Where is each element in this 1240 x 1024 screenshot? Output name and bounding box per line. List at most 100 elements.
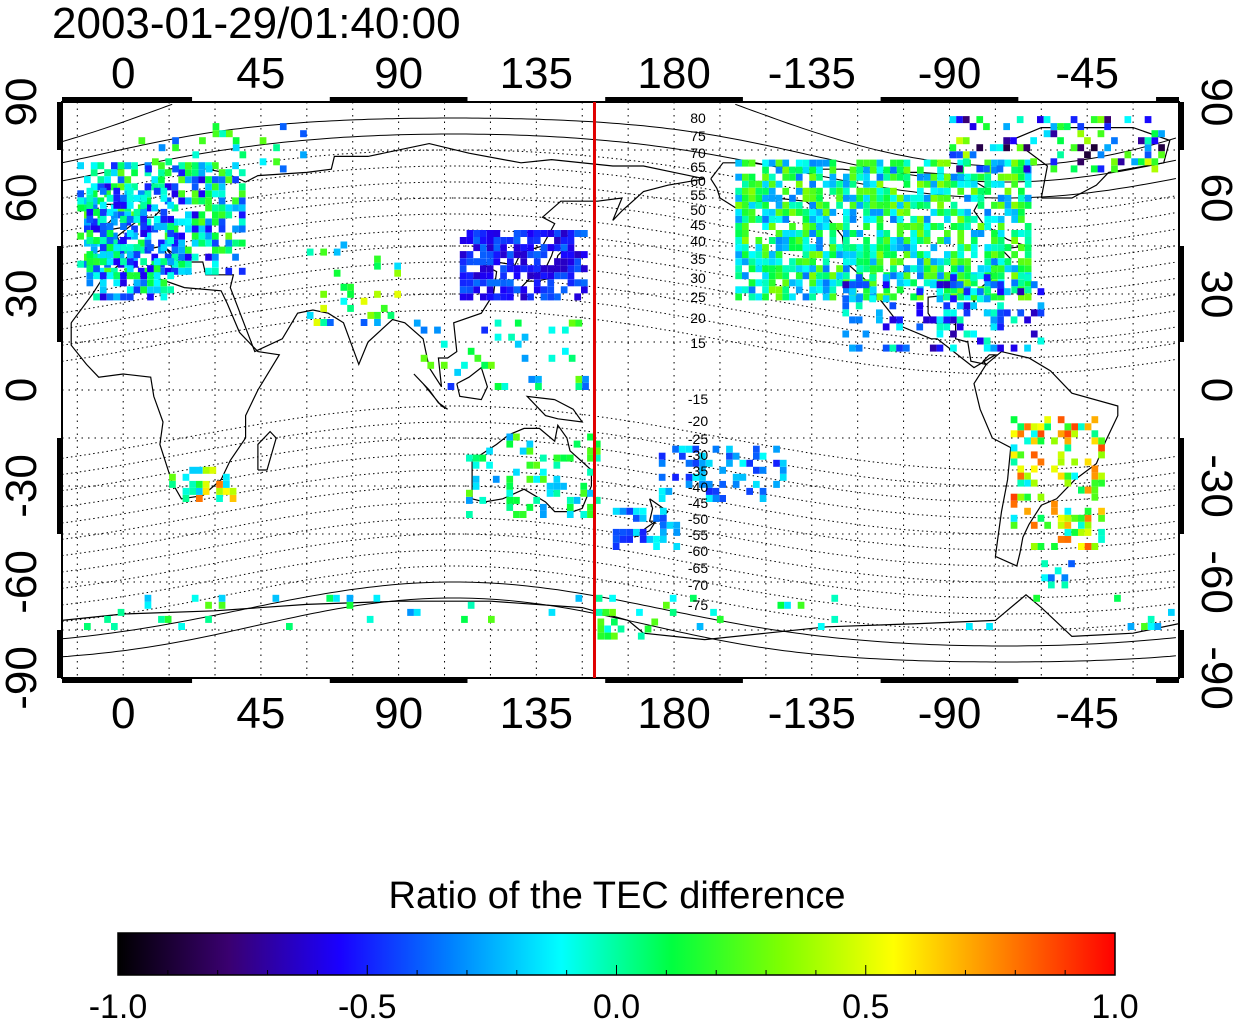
- tec-pixel: [520, 230, 528, 237]
- tec-pixel: [849, 281, 856, 289]
- lon-tick-label: -45: [1055, 49, 1119, 98]
- bottom-frame-bar: [329, 678, 468, 683]
- tec-pixel: [1071, 528, 1078, 536]
- tec-pixel: [856, 201, 864, 209]
- tec-pixel: [144, 190, 152, 198]
- tec-pixel: [147, 244, 154, 252]
- tec-pixel: [775, 159, 783, 167]
- tec-pixel: [1011, 286, 1018, 294]
- tec-pixel: [1091, 472, 1099, 480]
- tec-pixel: [896, 166, 904, 174]
- tec-pixel: [917, 251, 924, 259]
- tec-pixel: [989, 144, 997, 152]
- tec-pixel: [816, 166, 823, 174]
- tec-pixel: [910, 223, 917, 230]
- tec-pixel: [957, 293, 965, 301]
- tec-pixel: [1051, 500, 1058, 508]
- tec-pixel: [653, 535, 660, 543]
- tec-pixel: [1064, 479, 1072, 487]
- mag-lat-label: 35: [690, 251, 706, 267]
- tec-pixel: [889, 302, 897, 310]
- tec-pixel: [1037, 458, 1045, 466]
- tec-pixel: [178, 162, 185, 170]
- tec-pixel: [1068, 560, 1075, 568]
- tec-pixel: [1004, 265, 1012, 273]
- tec-pixel: [113, 258, 121, 266]
- tec-pixel: [77, 162, 84, 170]
- tec-pixel: [910, 265, 917, 273]
- tec-pixel: [984, 258, 992, 266]
- tec-pixel: [672, 445, 679, 453]
- tec-pixel: [481, 326, 488, 334]
- tec-pixel: [111, 183, 118, 191]
- tec-pixel: [882, 295, 890, 303]
- tec-pixel: [612, 507, 620, 515]
- tec-pixel: [977, 223, 985, 230]
- tec-pixel: [802, 166, 810, 174]
- lat-tick-label: 0: [1192, 378, 1240, 402]
- tec-pixel: [494, 383, 502, 390]
- tec-pixel: [104, 169, 111, 177]
- tec-pixel: [189, 466, 196, 474]
- tec-pixel: [619, 535, 627, 543]
- tec-pixel: [1037, 437, 1045, 445]
- tec-pixel: [99, 251, 107, 259]
- tec-pixel: [779, 459, 787, 467]
- tec-pixel: [158, 183, 165, 191]
- tec-pixel: [380, 304, 388, 312]
- tec-pixel: [104, 183, 111, 191]
- tec-pixel: [198, 225, 206, 233]
- tec-pixel: [461, 361, 468, 369]
- tec-pixel: [218, 204, 226, 212]
- tec-pixel: [944, 230, 951, 237]
- tec-pixel: [742, 237, 749, 244]
- tec-pixel: [903, 344, 910, 352]
- tec-pixel: [140, 279, 147, 287]
- tec-pixel: [1084, 423, 1092, 431]
- tec-pixel: [171, 232, 179, 240]
- tec-pixel: [829, 237, 837, 244]
- tec-pixel: [133, 286, 141, 294]
- tec-pixel: [829, 173, 837, 181]
- tec-pixel: [957, 173, 965, 181]
- tec-pixel: [560, 454, 567, 462]
- tec-pixel: [997, 244, 1005, 252]
- tec-pixel: [1024, 316, 1031, 324]
- tec-pixel: [903, 223, 911, 230]
- tec-pixel: [896, 323, 903, 331]
- tec-pixel: [480, 265, 487, 273]
- tec-pixel: [1024, 223, 1032, 230]
- tec-pixel: [983, 165, 990, 173]
- tec-pixel: [782, 166, 790, 174]
- tec-pixel: [580, 482, 588, 490]
- tec-pixel: [802, 159, 810, 167]
- tec-pixel: [225, 211, 233, 219]
- tec-pixel: [459, 258, 467, 266]
- tec-pixel: [1041, 574, 1048, 582]
- tec-pixel: [480, 293, 487, 301]
- tec-pixel: [514, 340, 522, 348]
- tec-pixel: [574, 251, 581, 259]
- mag-lat-label: 50: [690, 202, 706, 218]
- tec-pixel: [964, 279, 971, 287]
- tec-pixel: [910, 230, 917, 237]
- tec-pixel: [836, 272, 843, 280]
- tec-pixel: [890, 293, 897, 301]
- tec-pixel: [218, 169, 226, 177]
- tec-pixel: [746, 459, 753, 467]
- tec-pixel: [540, 503, 547, 511]
- tec-pixel: [977, 173, 985, 181]
- tec-pixel: [829, 244, 837, 252]
- tec-pixel: [917, 265, 924, 273]
- tec-pixel: [547, 293, 555, 301]
- tec-pixel: [104, 615, 111, 623]
- mag-lat-label: -25: [688, 431, 708, 447]
- tec-pixel: [191, 183, 199, 191]
- tec-pixel: [212, 183, 219, 191]
- tec-pixel: [587, 511, 594, 518]
- tec-pixel: [459, 272, 467, 280]
- tec-pixel: [1037, 302, 1045, 310]
- tec-pixel: [99, 201, 107, 209]
- tec-pixel: [347, 304, 354, 312]
- tec-pixel: [991, 180, 998, 188]
